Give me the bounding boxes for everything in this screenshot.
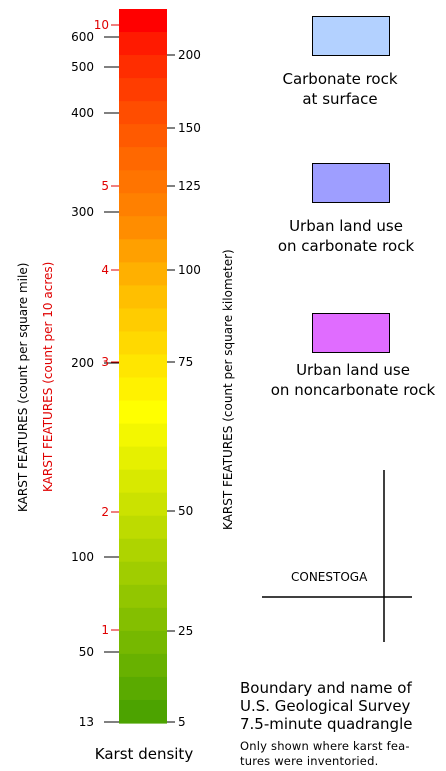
colorbar-segment: [119, 446, 167, 471]
quadrangle-legend-title: Boundary and name of U.S. Geological Sur…: [240, 679, 446, 733]
left-axis-tick-label: 50: [79, 645, 94, 659]
colorbar-segment: [119, 377, 167, 402]
urban-noncarbonate-label: Urban land use on noncarbonate rock: [253, 360, 446, 400]
colorbar-segment: [119, 469, 167, 494]
colorbar-segment: [119, 124, 167, 148]
red-axis-tick-label: 10: [94, 18, 109, 32]
colorbar-segment: [119, 630, 167, 655]
colorbar-segment: [119, 699, 167, 724]
colorbar-segment: [119, 331, 167, 356]
colorbar-segment: [119, 170, 167, 194]
carbonate-rock-label-line2: at surface: [302, 90, 378, 108]
quadrangle-note-line1: Only shown where karst fea-: [240, 739, 410, 753]
quadrangle-title-line3: 7.5-minute quadrangle: [240, 715, 413, 733]
colorbar-segment: [119, 308, 167, 333]
right-axis-tick-label: 25: [178, 624, 193, 638]
colorbar-segment: [119, 78, 167, 102]
colorbar-segment: [119, 55, 167, 79]
right-axis-tick-label: 50: [178, 504, 193, 518]
red-axis-tick-label: 1: [101, 623, 109, 637]
colorbar-segment: [119, 515, 167, 540]
colorbar-segment: [119, 607, 167, 632]
left-axis-tick-label: 200: [71, 356, 94, 370]
carbonate-rock-label: Carbonate rock at surface: [240, 69, 440, 109]
colorbar-segment: [119, 239, 167, 263]
red-axis-tick-label: 3: [101, 355, 109, 369]
quadrangle-note-line2: tures were inventoried.: [240, 754, 379, 768]
right-axis-title: KARST FEATURES (count per square kilomet…: [221, 249, 235, 530]
colorbar-segment: [119, 216, 167, 240]
colorbar-segment: [119, 584, 167, 609]
quadrangle-title-line1: Boundary and name of: [240, 679, 412, 697]
colorbar-segment: [119, 262, 167, 286]
carbonate-rock-label-line1: Carbonate rock: [282, 70, 398, 88]
colorbar-segment: [119, 676, 167, 701]
red-axis-title: KARST FEATURES (count per 10 acres): [41, 261, 55, 492]
karst-density-colorbar: [119, 9, 167, 724]
right-axis-tick-label: 75: [178, 355, 193, 369]
colorbar-segment: [119, 9, 167, 33]
quadrangle-name: CONESTOGA: [291, 570, 368, 584]
urban-carbonate-label: Urban land use on carbonate rock: [246, 216, 446, 256]
left-axis-title: KARST FEATURES (count per square mile): [16, 262, 30, 512]
left-axis-tick-label: 400: [71, 106, 94, 120]
colorbar-segment: [119, 400, 167, 425]
quadrangle-note: Only shown where karst fea- tures were i…: [240, 739, 446, 769]
left-axis-tick-label: 500: [71, 60, 94, 74]
colorbar-segment: [119, 538, 167, 563]
right-axis-ticks: 200 150 125 100 75 50 25 5: [167, 48, 201, 729]
red-axis-tick-label: 5: [101, 179, 109, 193]
urban-noncarbonate-swatch: [312, 313, 390, 353]
right-axis-tick-label: 150: [178, 121, 201, 135]
colorbar-segment: [119, 354, 167, 379]
left-axis-tick-label: 600: [71, 30, 94, 44]
urban-noncarbonate-label-line2: on noncarbonate rock: [270, 381, 436, 399]
colorbar-segment: [119, 423, 167, 448]
urban-carbonate-label-line2: on carbonate rock: [277, 237, 415, 255]
right-axis-tick-label: 5: [178, 715, 186, 729]
colorbar-segment: [119, 561, 167, 586]
left-axis-tick-label: 100: [71, 550, 94, 564]
colorbar-segment: [119, 193, 167, 217]
carbonate-rock-swatch: [312, 16, 390, 56]
colorbar-segment: [119, 653, 167, 678]
red-axis-tick-label: 4: [101, 263, 109, 277]
urban-carbonate-label-line1: Urban land use: [289, 217, 403, 235]
right-axis-tick-label: 200: [178, 48, 201, 62]
red-axis-tick-label: 2: [101, 505, 109, 519]
right-axis-tick-label: 100: [178, 263, 201, 277]
colorbar-segment: [119, 147, 167, 171]
colorbar-segment: [119, 32, 167, 56]
colorbar-segment: [119, 285, 167, 310]
urban-noncarbonate-label-line1: Urban land use: [296, 361, 410, 379]
left-axis-tick-label: 13: [79, 715, 94, 729]
colorbar-segment: [119, 492, 167, 517]
colorbar-caption: Karst density: [94, 745, 194, 763]
urban-carbonate-swatch: [312, 163, 390, 203]
left-axis-tick-label: 300: [71, 205, 94, 219]
colorbar-segment: [119, 101, 167, 125]
right-axis-tick-label: 125: [178, 179, 201, 193]
quadrangle-title-line2: U.S. Geological Survey: [240, 697, 411, 715]
red-axis-ticks: 10 5 4 3 2 1: [94, 18, 119, 637]
